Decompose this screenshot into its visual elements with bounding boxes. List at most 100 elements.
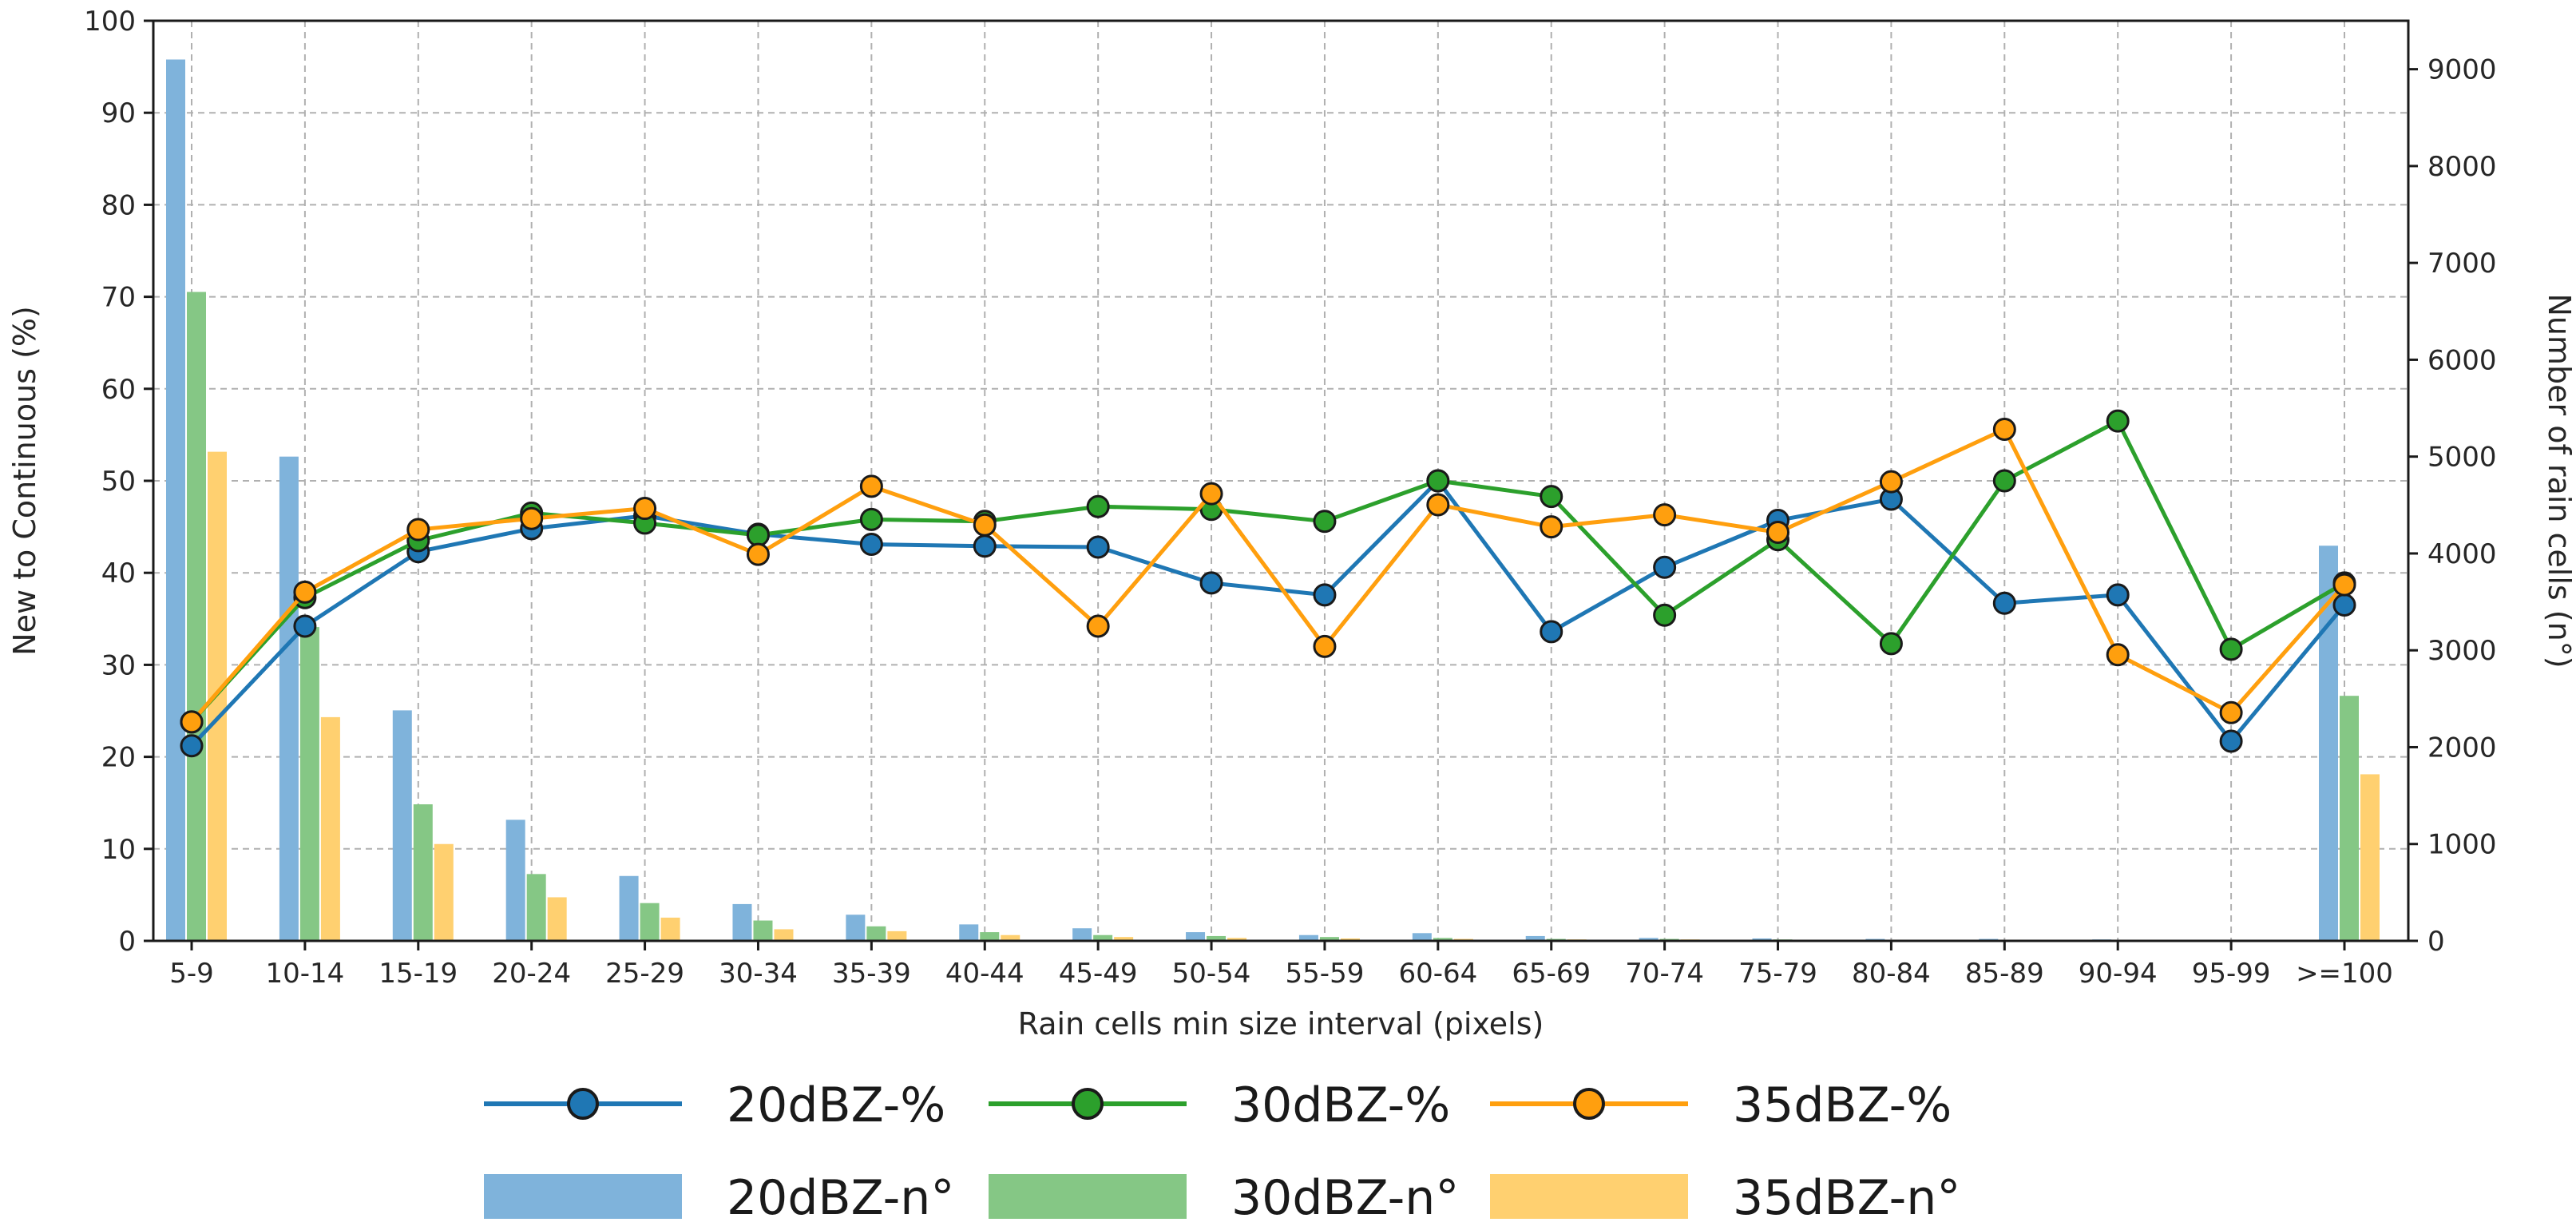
data-point — [1313, 583, 1337, 607]
bar — [413, 804, 433, 941]
data-point — [1992, 469, 2016, 493]
legend: 20dBZ-% 30dBZ-% 35dBZ-% 20dBZ-n° 30dBZ-n° 35d… — [484, 1077, 1960, 1226]
bar — [434, 843, 454, 941]
data-point — [2332, 593, 2356, 617]
x-axis-label: Rain cells min size interval (pixels) — [1018, 1006, 1544, 1042]
data-point — [1086, 614, 1110, 638]
bar — [2340, 696, 2359, 941]
x-tick-label: 50-54 — [1172, 958, 1251, 990]
bar — [1298, 934, 1318, 941]
data-point — [520, 506, 544, 530]
data-point — [746, 542, 770, 566]
y-left-tick-label: 70 — [101, 282, 136, 314]
y-right-tick-label: 2000 — [2427, 732, 2497, 764]
y-left-tick-label: 60 — [101, 374, 136, 406]
y-left-tick-label: 50 — [101, 466, 136, 498]
x-tick-label: 80-84 — [1852, 958, 1931, 990]
bar — [1186, 932, 1206, 941]
x-tick-label: 60-64 — [1398, 958, 1477, 990]
grid-layer — [153, 20, 2408, 942]
bar — [1207, 935, 1227, 941]
legend-label: 20dBZ-% — [727, 1077, 945, 1133]
bar — [187, 292, 206, 941]
data-point — [1766, 521, 1790, 545]
bar — [959, 924, 979, 941]
data-point — [1313, 510, 1337, 534]
bar — [846, 915, 866, 941]
data-point — [1992, 417, 2016, 441]
y-right-tick-label: 8000 — [2427, 151, 2497, 183]
bar — [774, 929, 794, 941]
legend-bar-swatch — [989, 1174, 1187, 1219]
data-point — [1540, 515, 1563, 539]
data-point — [859, 474, 883, 498]
x-tick-label: 25-29 — [605, 958, 684, 990]
x-tick-label: 15-19 — [378, 958, 458, 990]
bar — [1319, 937, 1339, 941]
series-line — [190, 478, 2346, 748]
bar — [1525, 935, 1545, 941]
data-point — [1540, 485, 1563, 509]
data-point — [180, 734, 204, 758]
x-tick-label: 95-99 — [2192, 958, 2271, 990]
x-tick-label: 30-34 — [719, 958, 798, 990]
legend-marker-swatch — [1573, 1088, 1605, 1120]
bar — [1412, 933, 1432, 941]
data-point — [2219, 729, 2243, 753]
bar — [660, 917, 680, 941]
data-point — [1313, 634, 1337, 658]
series-line — [190, 427, 2346, 724]
bar — [980, 932, 1000, 941]
data-point — [1879, 632, 1903, 656]
x-tick-label: 75-79 — [1738, 958, 1817, 990]
legend-marker-swatch — [1072, 1088, 1104, 1120]
bar — [1093, 934, 1113, 941]
y-left-tick-label: 0 — [118, 926, 136, 958]
y-right-tick-label: 6000 — [2427, 344, 2497, 376]
data-point — [1879, 470, 1903, 494]
bar — [2360, 774, 2380, 941]
data-point — [2106, 643, 2130, 667]
bar — [392, 710, 412, 941]
data-point — [2106, 583, 2130, 607]
data-point — [633, 497, 657, 521]
x-tick-label: 45-49 — [1059, 958, 1138, 990]
bar-layer — [166, 59, 2380, 942]
x-tick-label: >=100 — [2296, 958, 2393, 990]
data-point — [2106, 409, 2130, 433]
bar — [640, 903, 660, 941]
bar — [887, 930, 907, 941]
data-point — [2219, 637, 2243, 661]
y-right-tick-label: 9000 — [2427, 54, 2497, 86]
y-left-tick-label: 90 — [101, 97, 136, 129]
data-point — [2332, 573, 2356, 597]
y-right-tick-label: 7000 — [2427, 248, 2497, 280]
y-left-tick-label: 20 — [101, 742, 136, 774]
legend-label: 30dBZ-n° — [1231, 1170, 1459, 1226]
y-right-tick-label: 3000 — [2427, 635, 2497, 667]
data-point — [1540, 620, 1563, 644]
x-tick-label: 55-59 — [1286, 958, 1365, 990]
y-right-tick-label: 4000 — [2427, 538, 2497, 570]
bar — [1072, 928, 1092, 941]
x-tick-label: 85-89 — [1965, 958, 2044, 990]
bar — [299, 627, 319, 941]
data-point — [859, 532, 883, 556]
data-point — [2219, 700, 2243, 724]
data-point — [1086, 535, 1110, 559]
data-point — [1199, 482, 1223, 506]
data-point — [973, 534, 997, 558]
data-point — [1653, 503, 1677, 527]
data-point — [1426, 469, 1450, 493]
data-point — [746, 523, 770, 547]
bar — [547, 897, 567, 941]
x-tick-label: 65-69 — [1512, 958, 1591, 990]
bar — [1227, 938, 1247, 941]
axis-layer: 0102030405060708090100010002000300040005… — [84, 6, 2496, 990]
data-point — [859, 507, 883, 531]
data-point — [293, 580, 317, 604]
x-tick-label: 35-39 — [832, 958, 911, 990]
data-point — [1086, 494, 1110, 518]
legend-label: 30dBZ-% — [1231, 1077, 1450, 1133]
